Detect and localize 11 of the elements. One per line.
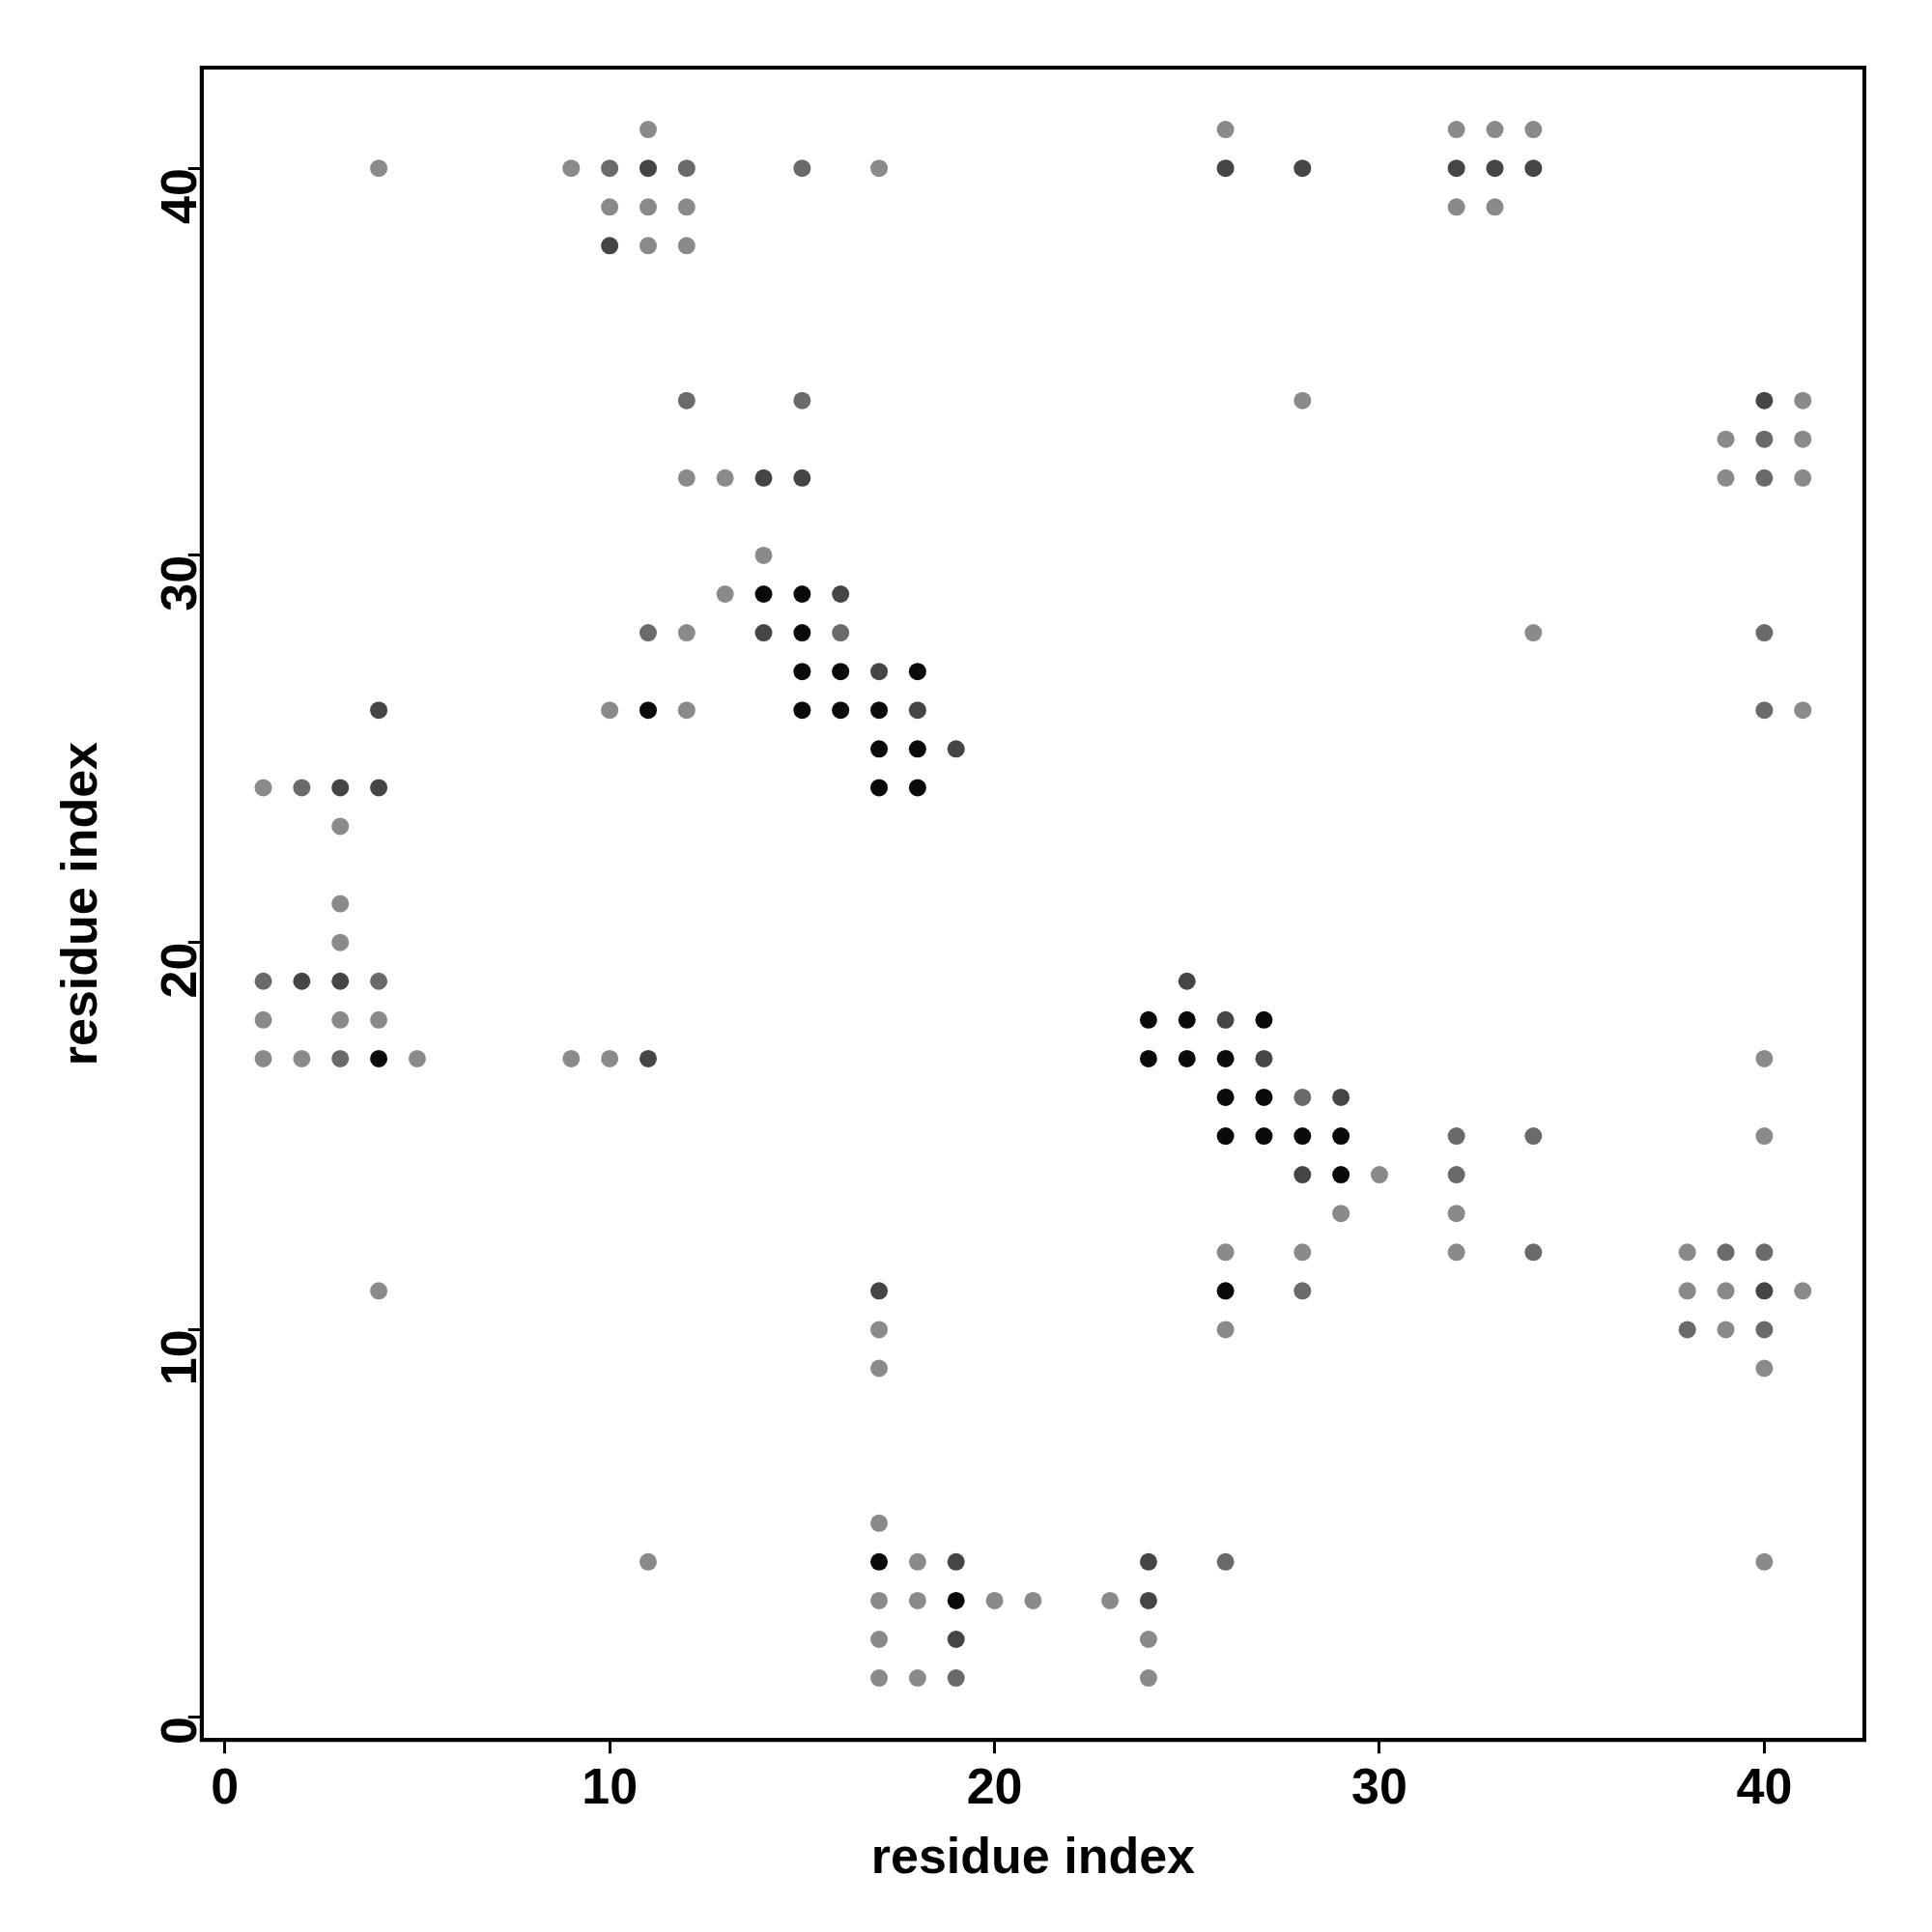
x-tick-label: 40 [1736, 1757, 1793, 1814]
y-tick-label: 30 [151, 554, 208, 611]
x-tick-label: 30 [1351, 1757, 1407, 1814]
y-tick-label: 10 [151, 1329, 208, 1386]
y-tick-label: 20 [151, 942, 208, 999]
x-tick-label: 20 [966, 1757, 1023, 1814]
y-tick-label: 0 [151, 1717, 208, 1746]
y-tick-label: 40 [151, 168, 208, 225]
y-axis-title: residue index [50, 741, 107, 1066]
x-tick-label: 10 [582, 1757, 639, 1814]
x-axis-title: residue index [870, 1828, 1196, 1885]
